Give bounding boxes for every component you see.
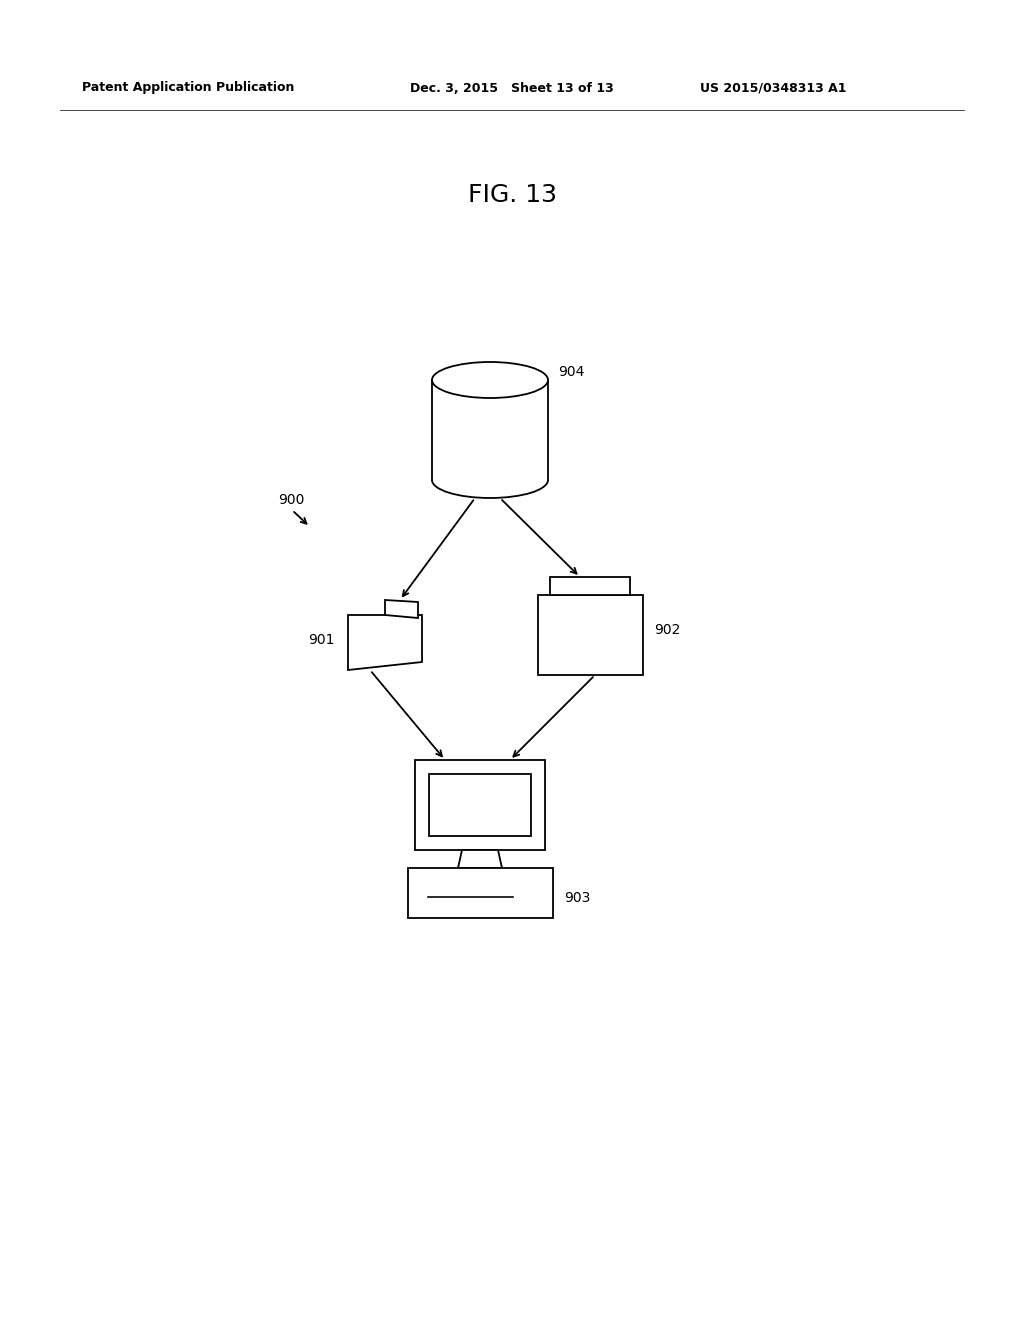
Text: 901: 901 bbox=[308, 634, 335, 647]
Polygon shape bbox=[348, 615, 422, 671]
Text: 904: 904 bbox=[558, 366, 585, 379]
Bar bbox=[408, 869, 553, 917]
Text: 902: 902 bbox=[654, 623, 681, 638]
Text: US 2015/0348313 A1: US 2015/0348313 A1 bbox=[700, 82, 847, 95]
Bar bbox=[415, 760, 545, 850]
Text: Dec. 3, 2015   Sheet 13 of 13: Dec. 3, 2015 Sheet 13 of 13 bbox=[410, 82, 613, 95]
Ellipse shape bbox=[432, 362, 548, 399]
Text: Patent Application Publication: Patent Application Publication bbox=[82, 82, 294, 95]
Bar bbox=[429, 774, 531, 836]
Polygon shape bbox=[458, 850, 502, 869]
Polygon shape bbox=[385, 601, 418, 618]
Text: FIG. 13: FIG. 13 bbox=[468, 183, 556, 207]
Bar bbox=[550, 577, 630, 595]
Text: 903: 903 bbox=[564, 891, 591, 906]
Bar bbox=[538, 595, 642, 675]
Text: 900: 900 bbox=[278, 492, 304, 507]
